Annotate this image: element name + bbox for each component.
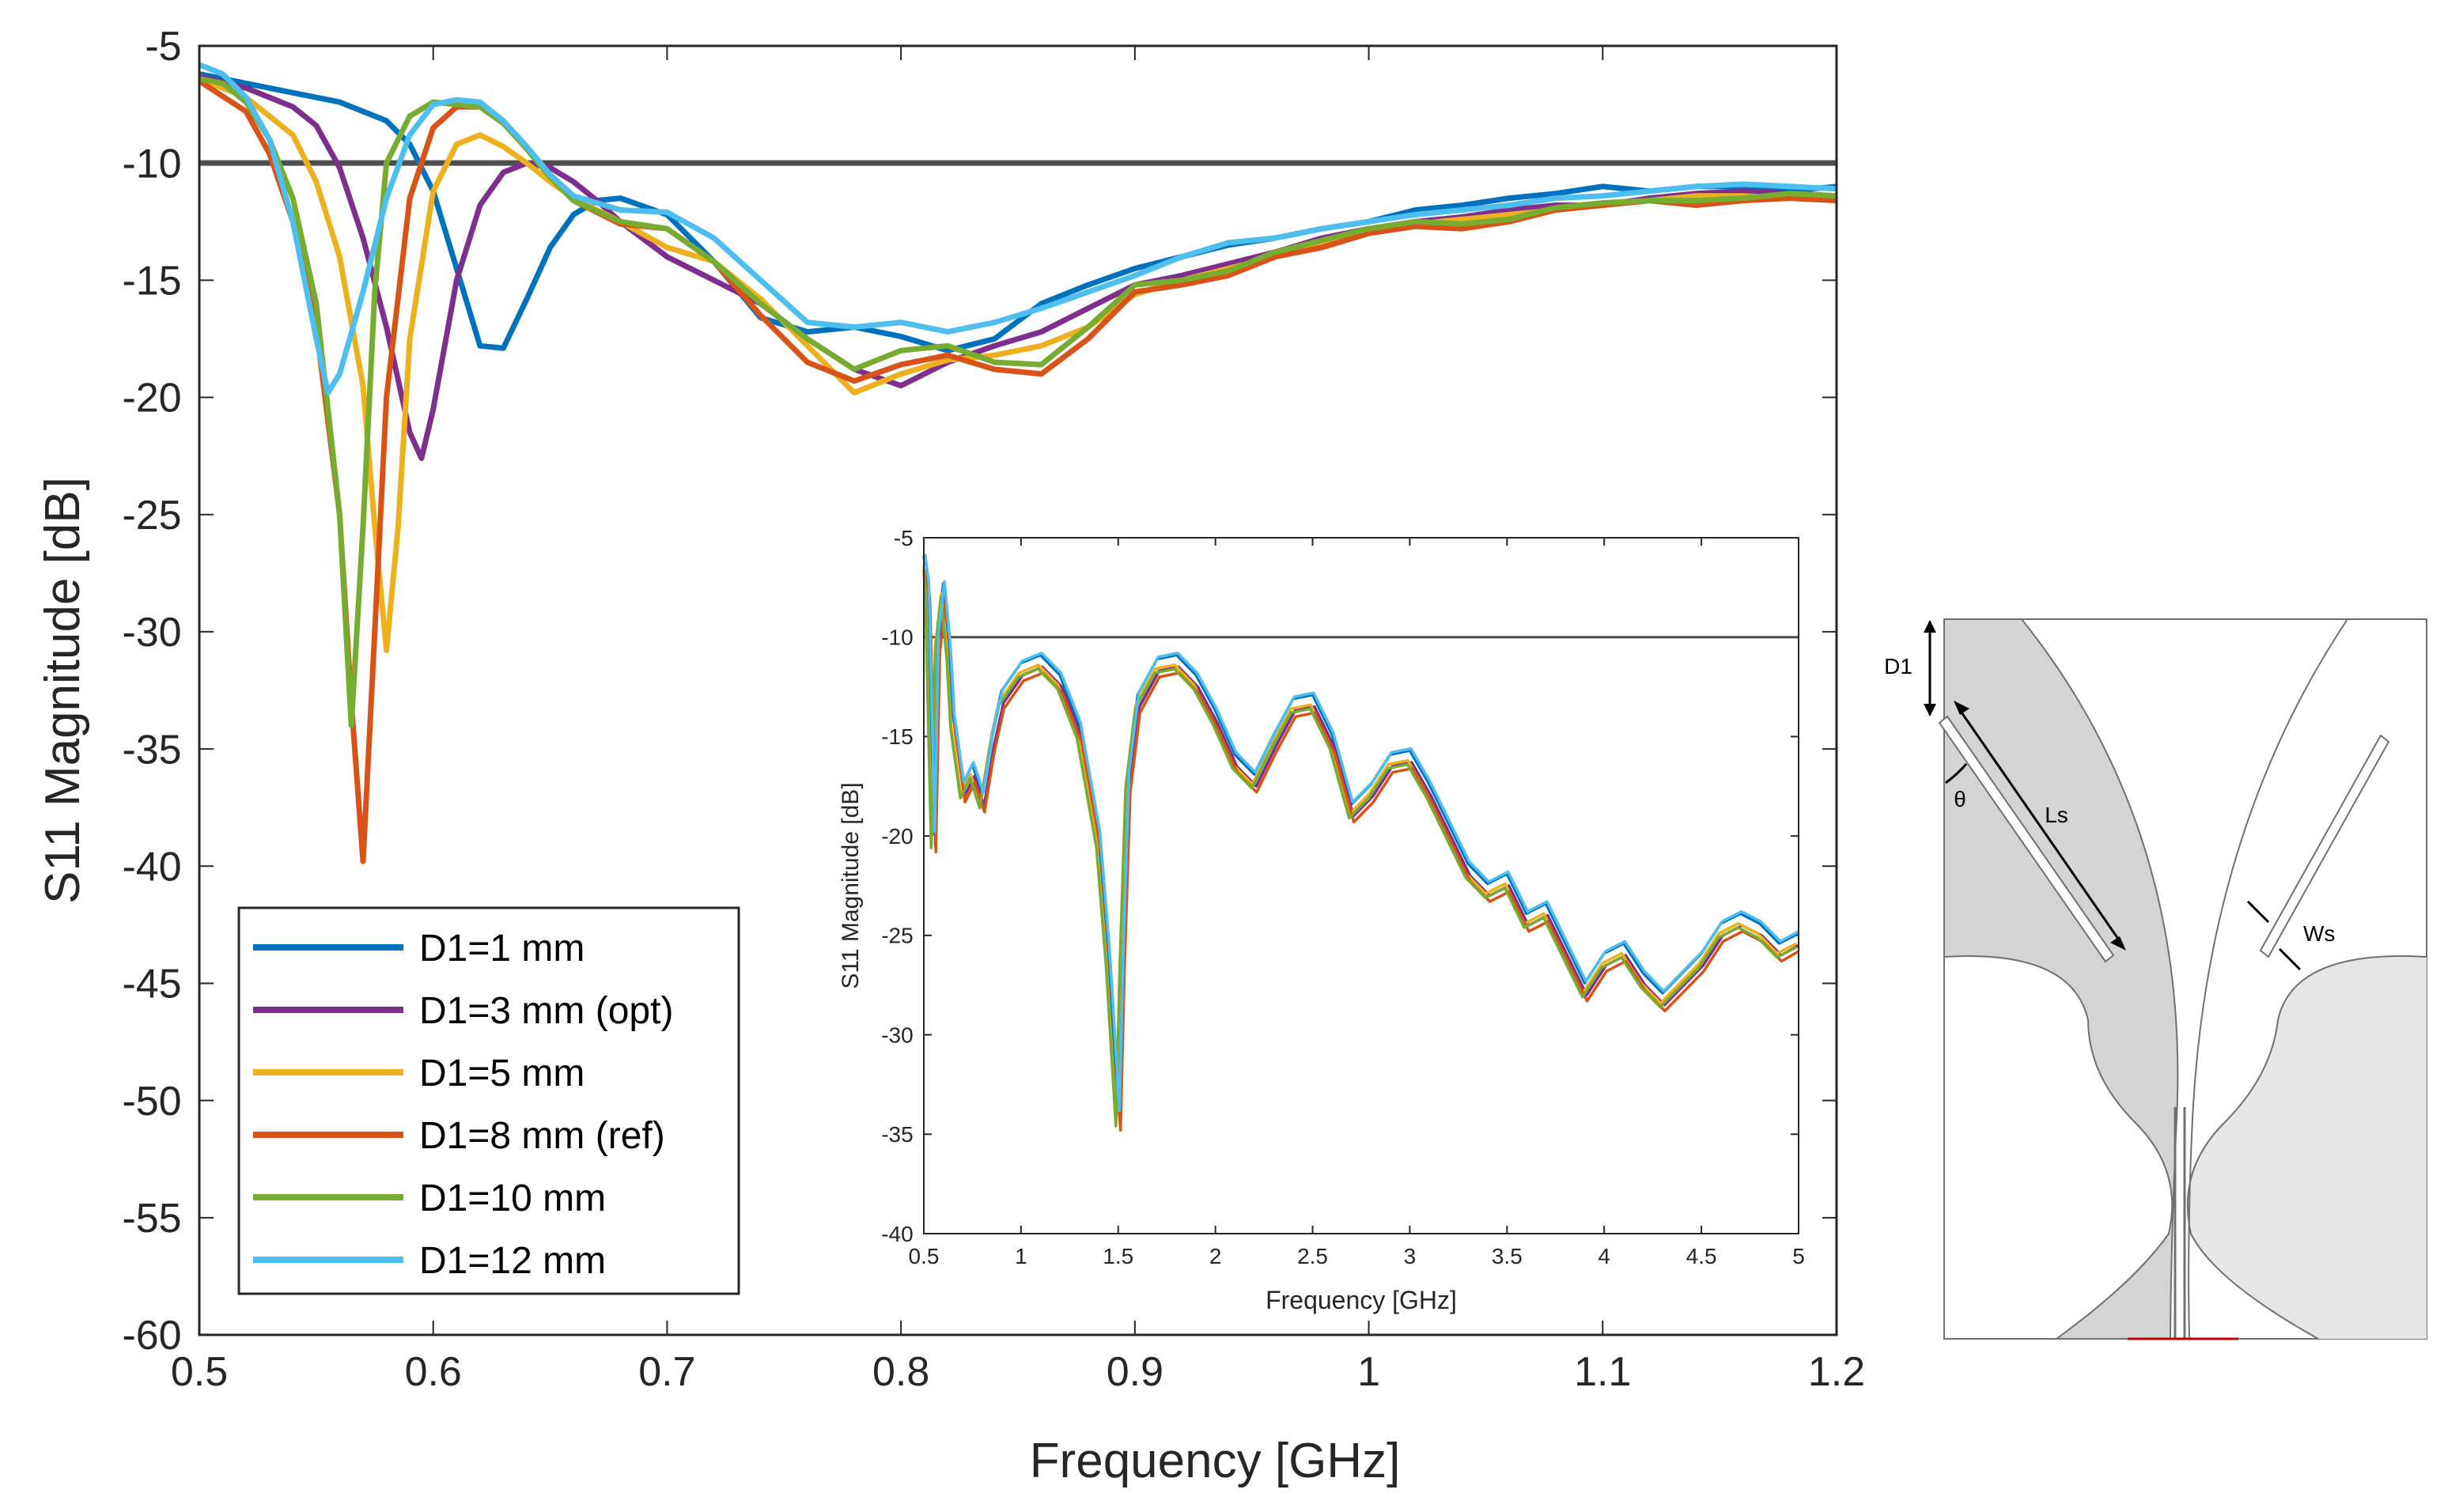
legend-label-2: D1=3 mm (opt) [419,990,673,1032]
legend-label-3: D1=5 mm [419,1053,585,1094]
main-y-axis-label: S11 Magnitude [dB] [36,477,90,904]
main-series-line-1 [199,71,1837,353]
ls-arrowhead-bottom [2110,936,2126,951]
y-tick-label: -40 [122,844,181,890]
x-tick-label: 1.2 [1808,1349,1865,1395]
x-tick-label: 0.5 [171,1349,228,1395]
x-tick-label: 0.8 [872,1349,929,1395]
x-tick-label: 2 [1209,1244,1222,1268]
inset-plot-area [924,538,1799,1234]
ws-label: Ws [2303,921,2335,946]
y-tick-label: -60 [122,1313,181,1359]
y-tick-label: -50 [122,1079,181,1125]
ws-arrow-lower [2278,947,2302,971]
main-series-lines [198,62,1837,864]
d1-arrowhead-bottom [1924,704,1936,716]
y-tick-label: -35 [122,727,181,773]
y-tick-label: -35 [881,1122,913,1147]
y-tick-label: -5 [145,24,181,70]
inset-x-axis-label: Frequency [GHz] [1266,1286,1457,1314]
x-tick-label: 1.1 [1574,1349,1631,1395]
x-tick-label: 0.7 [638,1349,695,1395]
main-plot-frame [198,44,1838,1336]
main-series-line-6 [198,62,1837,396]
y-tick-label: -5 [894,526,914,550]
x-tick-label: 4.5 [1686,1244,1717,1268]
legend-label-1: D1=1 mm [419,928,585,970]
inset-chart: 0.5 1 1.5 2 2.5 3 3.5 4 4.5 5 -5 -10 -15 -20 -25 -30 -35… [838,526,1805,1314]
x-tick-label: 3.5 [1492,1244,1523,1268]
y-tick-label: -15 [122,259,181,304]
y-tick-label: -30 [122,610,181,656]
y-tick-label: -10 [881,626,913,650]
inset-axis-ticks: 0.5 1 1.5 2 2.5 3 3.5 4 4.5 5 -5 -10 -15 -20 -25 -30 -35… [881,526,1805,1268]
x-tick-label: 0.9 [1107,1349,1163,1395]
ls-dimension-arrow [1958,709,2121,942]
legend: D1=1 mm D1=3 mm (opt) D1=5 mm D1=8 mm (ref)… [237,906,740,1295]
d1-label: D1 [1884,654,1912,679]
antenna-right-flare [2187,619,2427,1339]
d1-arrowhead-top [1924,620,1936,633]
y-tick-label: -55 [122,1196,181,1242]
y-tick-label: -20 [881,824,913,849]
y-tick-label: -40 [881,1222,913,1246]
inset-series-lines [922,553,1799,1132]
y-tick-label: -25 [122,493,181,539]
legend-entries: D1=1 mm D1=3 mm (opt) D1=5 mm D1=8 mm (ref)… [253,928,673,1282]
legend-label-6: D1=12 mm [419,1240,606,1282]
main-series-line-5 [199,76,1837,728]
inset-series-line-5 [922,569,1797,1128]
x-tick-label: 5 [1792,1244,1805,1268]
antenna-diagram: D1 Ls θ Ws [1884,618,2427,1340]
antenna-right-inner-edge [2188,618,2348,1340]
antenna-left-slot [1938,715,2115,963]
antenna-right-outer-edge [2186,955,2427,1340]
y-tick-label: -20 [122,376,181,421]
main-x-axis-label: Frequency [GHz] [1030,1434,1401,1488]
x-tick-label: 0.6 [405,1349,462,1395]
antenna-right-slot [2259,734,2390,958]
inset-plot-frame [923,537,1799,1234]
x-tick-label: 1 [1015,1244,1027,1268]
x-tick-label: 2.5 [1297,1244,1328,1268]
inset-series-line-6 [923,553,1799,1112]
legend-label-4: D1=8 mm (ref) [419,1115,665,1157]
y-tick-label: -15 [881,724,913,749]
main-axis-ticks: 0.5 0.6 0.7 0.8 0.9 1 1.1 1.2 -5 -10 -15 -20 -25 -30 -… [122,24,1865,1395]
y-tick-label: -10 [122,141,181,187]
y-tick-label: -30 [881,1022,913,1047]
ls-arrowhead-top [1954,701,1969,715]
legend-label-5: D1=10 mm [419,1177,606,1219]
x-tick-label: 4 [1598,1244,1610,1268]
theta-label: θ [1954,787,1966,811]
y-tick-label: -25 [881,924,913,948]
theta-arc [1945,763,1968,784]
main-series-line-4 [198,78,1837,864]
x-tick-label: 1.5 [1103,1244,1133,1268]
inset-series-line-4 [925,573,1799,1132]
x-tick-label: 1 [1357,1349,1380,1395]
ws-arrow-upper [2246,900,2270,924]
x-tick-label: 3 [1404,1244,1417,1268]
ls-label: Ls [2045,803,2068,827]
inset-y-axis-label: S11 Magnitude [dB] [838,782,864,988]
legend-box [237,906,740,1295]
y-tick-label: -45 [122,962,181,1007]
x-tick-label: 0.5 [909,1244,940,1268]
